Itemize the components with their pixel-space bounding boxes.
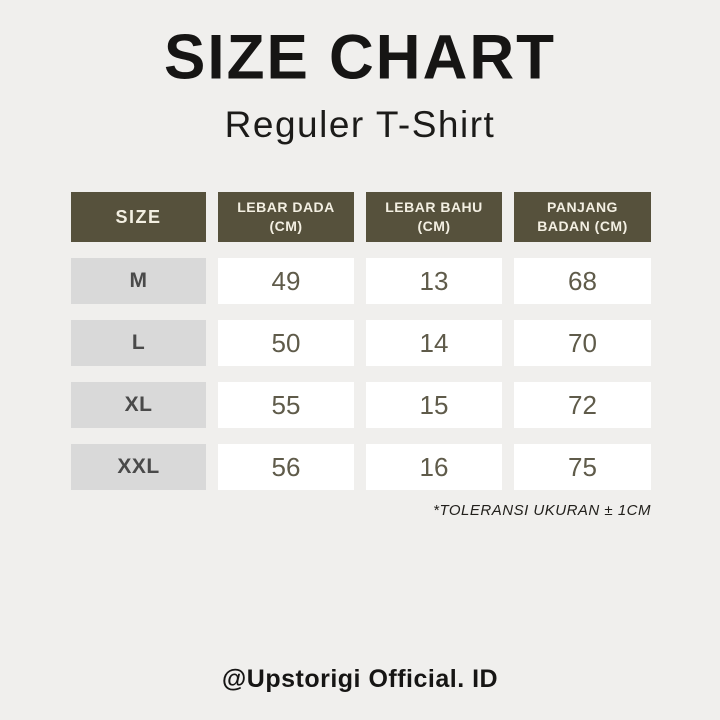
value-xl-lebar-bahu: 15	[366, 382, 502, 428]
column-header-size: SIZE	[71, 192, 206, 242]
value-xxl-panjang-badan: 75	[514, 444, 651, 490]
value-xl-panjang-badan: 72	[514, 382, 651, 428]
value-m-lebar-bahu: 13	[366, 258, 502, 304]
page-subtitle: Reguler T-Shirt	[224, 104, 496, 145]
value-l-panjang-badan: 70	[514, 320, 651, 366]
value-xl-lebar-dada: 55	[218, 382, 354, 428]
value-l-lebar-dada: 50	[218, 320, 354, 366]
value-m-panjang-badan: 68	[514, 258, 651, 304]
column-header-panjang-badan: PANJANG BADAN (CM)	[514, 192, 651, 242]
value-m-lebar-dada: 49	[218, 258, 354, 304]
page-title: SIZE CHART	[164, 22, 556, 93]
size-table: SIZE LEBAR DADA (CM) LEBAR BAHU (CM) PAN…	[71, 192, 651, 490]
size-label-l: L	[71, 320, 206, 366]
value-xxl-lebar-bahu: 16	[366, 444, 502, 490]
value-l-lebar-bahu: 14	[366, 320, 502, 366]
footer-handle: @Upstorigi Official. ID	[221, 665, 499, 693]
size-label-xl: XL	[71, 382, 206, 428]
size-label-xxl: XXL	[71, 444, 206, 490]
column-header-lebar-bahu: LEBAR BAHU (CM)	[366, 192, 502, 242]
size-label-m: M	[71, 258, 206, 304]
column-header-lebar-dada: LEBAR DADA (CM)	[218, 192, 354, 242]
tolerance-note: *TOLERANSI UKURAN ± 1CM	[433, 502, 651, 519]
value-xxl-lebar-dada: 56	[218, 444, 354, 490]
